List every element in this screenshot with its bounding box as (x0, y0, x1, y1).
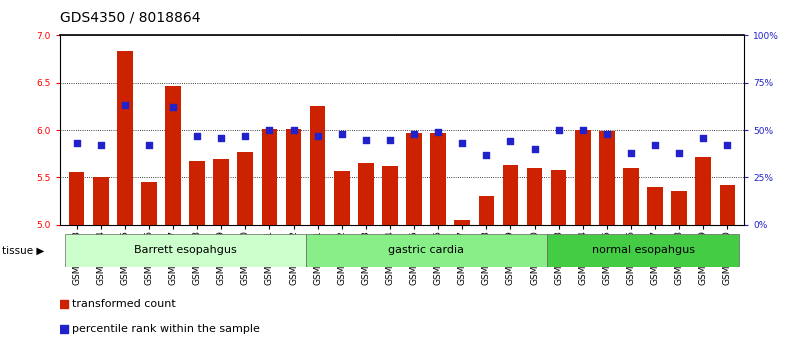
Bar (599, 131, 615, 225)
Bar (213, 159, 229, 225)
Text: gastric cardia: gastric cardia (388, 245, 464, 256)
Bar (306, 234, 547, 267)
Point (288, 213, 301, 219)
Bar (189, 161, 205, 225)
Bar (671, 191, 687, 225)
Bar (623, 168, 639, 225)
Bar (117, 51, 133, 225)
Point (673, 150, 685, 156)
Bar (431, 133, 446, 225)
Bar (237, 152, 253, 225)
Bar (141, 182, 157, 225)
Point (529, 146, 541, 152)
Text: tissue ▶: tissue ▶ (2, 245, 45, 256)
Point (287, 127, 300, 133)
Point (360, 137, 373, 142)
Text: transformed count: transformed count (72, 299, 176, 309)
Bar (310, 107, 326, 225)
Bar (527, 168, 542, 225)
Bar (502, 165, 518, 225)
Point (456, 141, 469, 146)
Bar (478, 196, 494, 225)
Bar (165, 86, 181, 225)
Bar (455, 220, 470, 225)
Point (335, 131, 348, 137)
Bar (286, 129, 302, 225)
Point (576, 127, 589, 133)
Bar (68, 172, 84, 225)
Text: normal esopahgus: normal esopahgus (591, 245, 695, 256)
Bar (696, 156, 711, 225)
Bar (551, 170, 567, 225)
Text: Barrett esopahgus: Barrett esopahgus (134, 245, 236, 256)
Point (408, 131, 420, 137)
Bar (262, 129, 277, 225)
Point (697, 135, 710, 141)
Bar (93, 177, 108, 225)
Point (721, 142, 734, 148)
Point (119, 103, 131, 108)
Bar (547, 234, 739, 267)
Text: GDS4350 / 8018864: GDS4350 / 8018864 (60, 11, 201, 25)
Point (649, 142, 661, 148)
Point (239, 133, 252, 139)
Point (384, 137, 396, 142)
Point (70, 141, 83, 146)
Point (504, 139, 517, 144)
Point (166, 104, 179, 110)
Bar (382, 166, 398, 225)
Point (600, 131, 613, 137)
Point (552, 127, 565, 133)
Bar (720, 185, 736, 225)
Bar (575, 130, 591, 225)
Point (191, 133, 204, 139)
Bar (406, 133, 422, 225)
Point (625, 150, 638, 156)
Bar (334, 171, 349, 225)
Point (215, 135, 228, 141)
Point (480, 152, 493, 158)
Point (94, 142, 107, 148)
Point (431, 129, 444, 135)
Text: percentile rank within the sample: percentile rank within the sample (72, 324, 260, 334)
Point (263, 127, 275, 133)
Bar (647, 187, 663, 225)
Bar (358, 163, 373, 225)
Bar (64, 234, 306, 267)
Point (142, 142, 155, 148)
Point (311, 133, 324, 139)
